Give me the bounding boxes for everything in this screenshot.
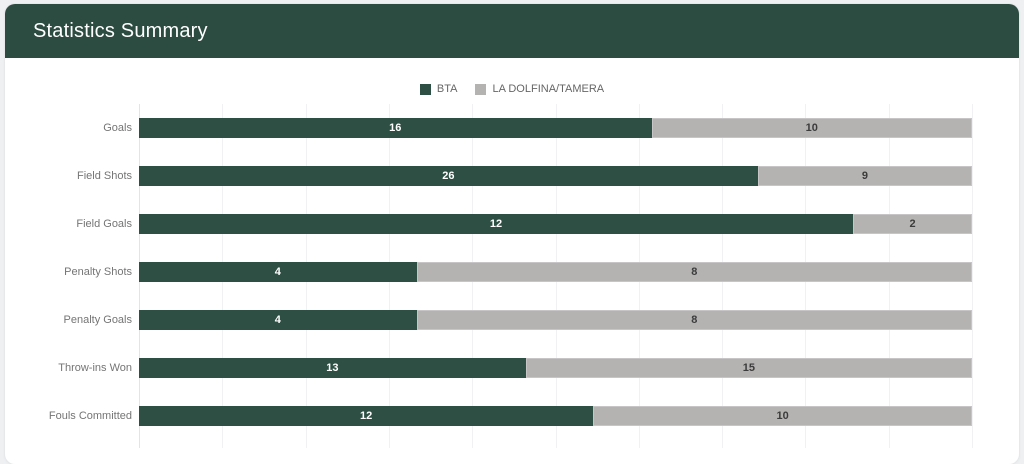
gridline: [972, 104, 973, 448]
bar-row: 12 10: [139, 406, 972, 426]
category-label: Goals: [103, 122, 132, 134]
page-title: Statistics Summary: [33, 19, 208, 42]
category-label: Penalty Goals: [63, 314, 132, 326]
legend-item-bta[interactable]: BTA: [419, 83, 458, 95]
bar-segment-la-dolfina[interactable]: 10: [593, 406, 972, 426]
legend-item-la-dolfina[interactable]: LA DOLFINA/TAMERA: [475, 83, 604, 95]
bar-segment-la-dolfina[interactable]: 15: [525, 358, 972, 378]
bar-segment-la-dolfina[interactable]: 8: [416, 262, 972, 282]
bar-segment-bta[interactable]: 26: [139, 166, 758, 186]
bar-segment-la-dolfina[interactable]: 10: [651, 118, 972, 138]
plot-area: 16 10 26 9 12 2 4 8 4 8 13 15 12 10: [139, 104, 973, 448]
bar-segment-bta[interactable]: 12: [139, 214, 853, 234]
bar-segment-bta[interactable]: 4: [139, 310, 417, 330]
legend-swatch-bta: [419, 83, 431, 95]
legend-label: LA DOLFINA/TAMERA: [492, 83, 605, 95]
category-label: Field Goals: [76, 218, 132, 230]
chart-legend: BTA LA DOLFINA/TAMERA: [5, 83, 1019, 95]
category-label: Field Shots: [76, 170, 132, 182]
category-label: Penalty Shots: [64, 266, 132, 278]
bar-row: 13 15: [139, 358, 972, 378]
bar-segment-bta[interactable]: 12: [139, 406, 594, 426]
category-label: Throw-ins Won: [58, 362, 132, 374]
bar-segment-la-dolfina[interactable]: 8: [416, 310, 972, 330]
bar-segment-bta[interactable]: 13: [139, 358, 526, 378]
card-header: Statistics Summary: [5, 4, 1019, 58]
bar-row: 26 9: [139, 166, 972, 186]
bar-segment-la-dolfina[interactable]: 2: [853, 214, 972, 234]
legend-label: BTA: [436, 83, 458, 95]
legend-swatch-la-dolfina: [475, 83, 487, 95]
category-axis: Goals Field Shots Field Goals Penalty Shots…: [5, 104, 132, 448]
bar-row: 16 10: [139, 118, 972, 138]
bar-segment-bta[interactable]: 4: [139, 262, 417, 282]
bar-row: 12 2: [139, 214, 972, 234]
bar-segment-bta[interactable]: 16: [139, 118, 652, 138]
statistics-summary-card: Statistics Summary BTA LA DOLFINA/TAMERA…: [5, 4, 1019, 464]
bar-segment-la-dolfina[interactable]: 9: [757, 166, 972, 186]
category-label: Fouls Committed: [48, 410, 132, 422]
